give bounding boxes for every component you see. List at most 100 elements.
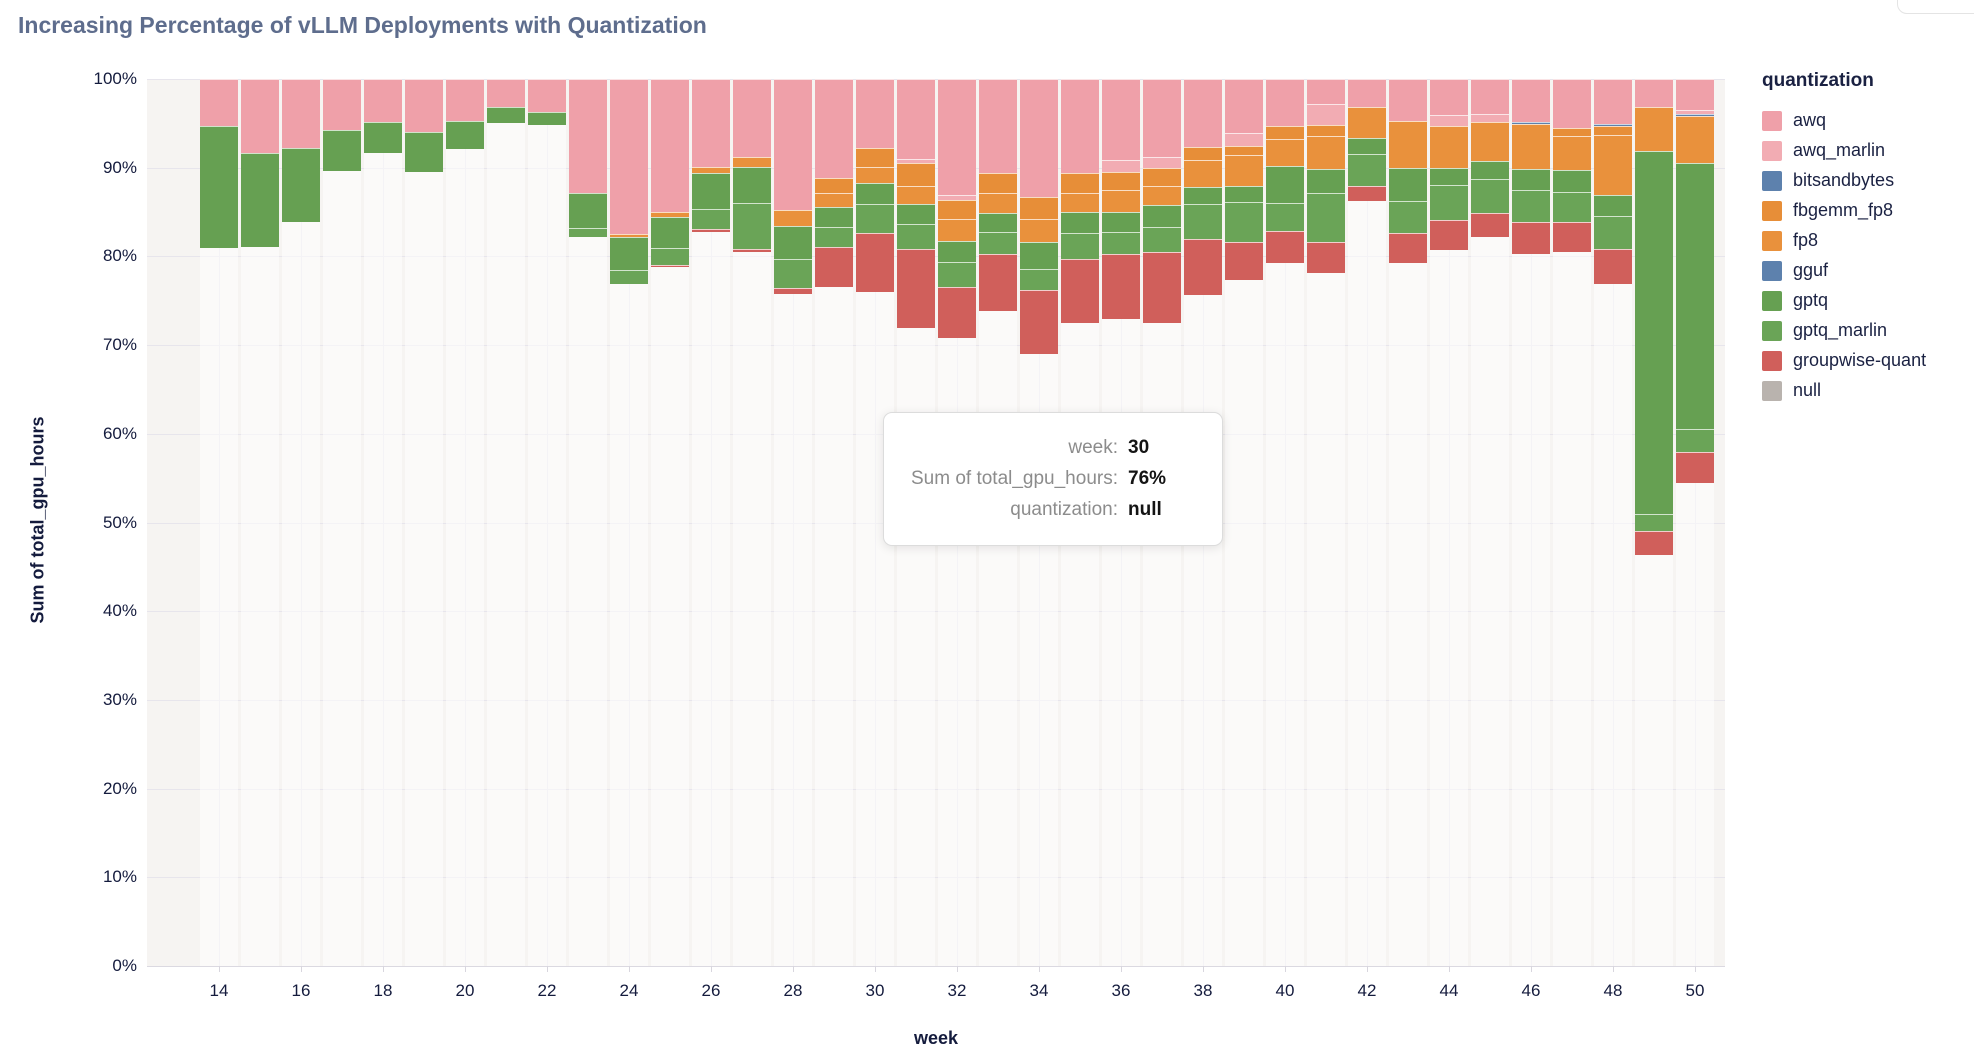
bar-segment-awq[interactable]: [1471, 79, 1509, 114]
bar-segment-gptq_marlin[interactable]: [815, 227, 853, 247]
bar-segment-gptq[interactable]: [1430, 167, 1468, 186]
bar-segment-gptq[interactable]: [1307, 168, 1345, 193]
bar-segment-groupwise-quant[interactable]: [1348, 186, 1386, 201]
bar-segment-awq[interactable]: [979, 79, 1017, 174]
bar-segment-gptq_marlin[interactable]: [897, 223, 935, 250]
bar-segment-groupwise-quant[interactable]: [651, 265, 689, 268]
bar-segment-awq[interactable]: [1143, 79, 1181, 158]
legend-item-awq-marlin[interactable]: awq_marlin: [1762, 140, 1926, 161]
bar-segment-awq_marlin[interactable]: [938, 195, 976, 200]
bar-week-17[interactable]: [323, 79, 361, 966]
bar-segment-awq[interactable]: [1307, 79, 1345, 104]
bar-segment-gptq_marlin[interactable]: [1389, 200, 1427, 234]
bar-segment-gptq_marlin[interactable]: [1512, 189, 1550, 222]
bar-segment-gptq_marlin[interactable]: [651, 248, 689, 266]
legend-item-gptq[interactable]: gptq: [1762, 290, 1926, 311]
bar-week-48[interactable]: [1594, 79, 1632, 966]
bar-segment-awq[interactable]: [569, 79, 607, 194]
bar-week-24[interactable]: [610, 79, 648, 966]
bar-segment-fp8[interactable]: [1020, 219, 1058, 243]
bar-segment-bitsandbytes[interactable]: [1676, 113, 1714, 117]
bar-segment-gptq[interactable]: [1676, 163, 1714, 430]
bar-segment-gptq[interactable]: [856, 182, 894, 205]
bar-segment-groupwise-quant[interactable]: [1676, 452, 1714, 483]
bar-segment-groupwise-quant[interactable]: [1143, 251, 1181, 323]
bar-segment-awq[interactable]: [733, 79, 771, 158]
bar-segment-gptq[interactable]: [364, 121, 402, 153]
bar-segment-gptq[interactable]: [1266, 165, 1304, 204]
bar-segment-awq[interactable]: [1635, 79, 1673, 108]
bar-segment-gptq[interactable]: [1553, 170, 1591, 192]
bar-segment-fp8[interactable]: [1553, 135, 1591, 171]
legend-item-awq[interactable]: awq: [1762, 110, 1926, 131]
bar-week-22[interactable]: [528, 79, 566, 966]
bar-segment-awq[interactable]: [815, 79, 853, 179]
bar-week-41[interactable]: [1307, 79, 1345, 966]
bar-segment-fp8[interactable]: [774, 210, 812, 227]
bar-segment-groupwise-quant[interactable]: [1389, 233, 1427, 263]
bar-segment-gptq[interactable]: [200, 126, 238, 248]
bar-segment-awq[interactable]: [528, 79, 566, 112]
bar-segment-awq_marlin[interactable]: [1225, 133, 1263, 146]
bar-segment-gptq_marlin[interactable]: [1594, 215, 1632, 250]
bar-segment-gptq_marlin[interactable]: [774, 259, 812, 289]
bar-segment-gptq[interactable]: [1471, 160, 1509, 180]
bar-segment-gptq[interactable]: [1143, 204, 1181, 228]
bar-segment-awq[interactable]: [774, 79, 812, 211]
bar-segment-awq[interactable]: [1225, 79, 1263, 134]
bar-segment-groupwise-quant[interactable]: [856, 233, 894, 292]
bar-segment-groupwise-quant[interactable]: [1061, 259, 1099, 323]
bar-segment-gptq_marlin[interactable]: [1266, 203, 1304, 231]
bar-segment-groupwise-quant[interactable]: [1635, 531, 1673, 556]
bar-segment-groupwise-quant[interactable]: [774, 288, 812, 294]
bar-segment-awq[interactable]: [1430, 79, 1468, 116]
bar-segment-groupwise-quant[interactable]: [1184, 238, 1222, 295]
bar-segment-groupwise-quant[interactable]: [1102, 253, 1140, 319]
bar-segment-gptq[interactable]: [1635, 150, 1673, 514]
bar-week-18[interactable]: [364, 79, 402, 966]
bar-segment-awq_marlin[interactable]: [897, 158, 935, 164]
bar-segment-gptq[interactable]: [405, 132, 443, 173]
bar-segment-fbgemm_fp8[interactable]: [1225, 145, 1263, 156]
bar-segment-groupwise-quant[interactable]: [1512, 221, 1550, 254]
bar-segment-gptq[interactable]: [446, 120, 484, 150]
bar-segment-gptq_marlin[interactable]: [1102, 231, 1140, 254]
bar-segment-gptq_marlin[interactable]: [1676, 429, 1714, 453]
bar-segment-fbgemm_fp8[interactable]: [1184, 147, 1222, 160]
bar-segment-gptq[interactable]: [1184, 187, 1222, 205]
bar-week-43[interactable]: [1389, 79, 1427, 966]
bar-segment-groupwise-quant[interactable]: [1266, 230, 1304, 263]
bar-segment-gptq[interactable]: [1512, 168, 1550, 190]
bar-week-21[interactable]: [487, 79, 525, 966]
bar-segment-gptq[interactable]: [692, 173, 730, 210]
bar-week-29[interactable]: [815, 79, 853, 966]
plot-area[interactable]: [147, 79, 1725, 967]
legend-item-gptq-marlin[interactable]: gptq_marlin: [1762, 320, 1926, 341]
bar-segment-awq_marlin[interactable]: [1676, 110, 1714, 114]
bar-week-20[interactable]: [446, 79, 484, 966]
legend-item-groupwise-quant[interactable]: groupwise-quant: [1762, 350, 1926, 371]
bar-week-16[interactable]: [282, 79, 320, 966]
bar-segment-gptq_marlin[interactable]: [1635, 513, 1673, 532]
bar-segment-gptq_marlin[interactable]: [938, 261, 976, 287]
bar-segment-gptq[interactable]: [938, 241, 976, 262]
bar-segment-gptq_marlin[interactable]: [979, 232, 1017, 254]
bar-segment-gptq[interactable]: [323, 130, 361, 172]
legend-item-bitsandbytes[interactable]: bitsandbytes: [1762, 170, 1926, 191]
bar-week-27[interactable]: [733, 79, 771, 966]
bar-segment-fp8[interactable]: [897, 186, 935, 205]
bar-segment-fp8[interactable]: [651, 212, 689, 217]
bar-segment-fbgemm_fp8[interactable]: [856, 148, 894, 167]
bar-segment-gptq_marlin[interactable]: [1471, 179, 1509, 213]
legend-item-fp8[interactable]: fp8: [1762, 230, 1926, 251]
bar-segment-fp8[interactable]: [1266, 139, 1304, 166]
bar-segment-groupwise-quant[interactable]: [815, 246, 853, 287]
bar-segment-gptq[interactable]: [897, 204, 935, 224]
bar-week-15[interactable]: [241, 79, 279, 966]
bar-segment-awq[interactable]: [241, 79, 279, 153]
bar-segment-fp8[interactable]: [1102, 189, 1140, 213]
bar-segment-awq_marlin[interactable]: [1471, 113, 1509, 123]
bar-segment-groupwise-quant[interactable]: [938, 286, 976, 339]
bar-segment-gptq[interactable]: [1348, 138, 1386, 154]
bar-week-39[interactable]: [1225, 79, 1263, 966]
